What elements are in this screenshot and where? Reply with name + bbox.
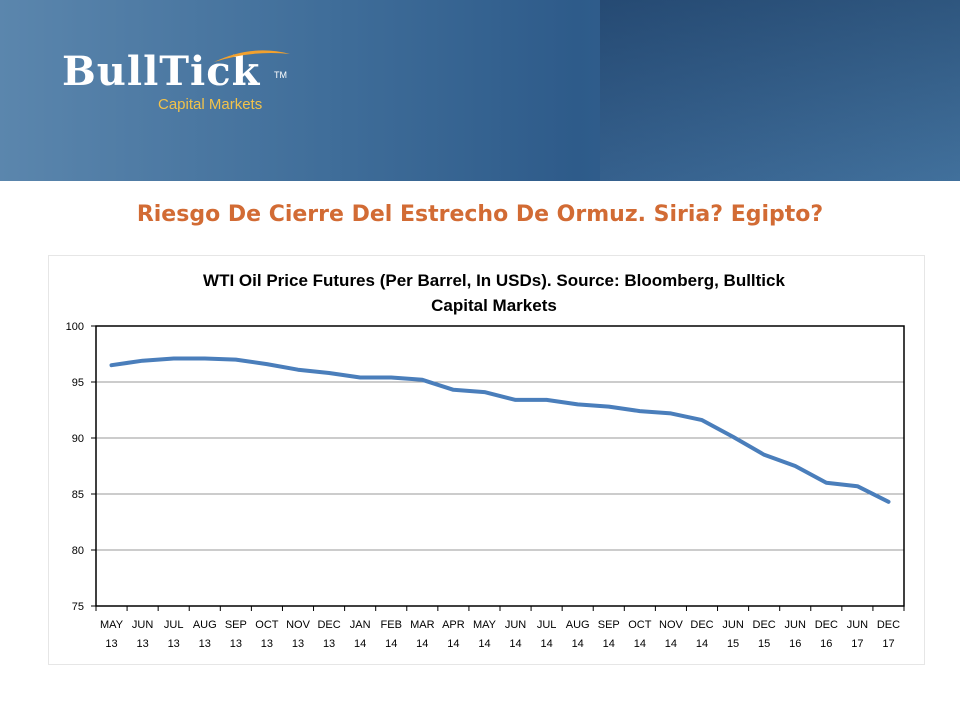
x-tick-label-year: 15 [758,638,770,650]
x-tick-label-year: 16 [820,638,832,650]
x-tick-label-month: SEP [598,619,620,631]
x-tick-label-year: 14 [696,638,708,650]
x-tick-label-year: 14 [665,638,677,650]
x-tick-label-month: OCT [255,619,279,631]
x-tick-label-year: 17 [851,638,863,650]
x-tick-label-month: AUG [193,619,217,631]
logo-subtitle: Capital Markets [158,96,263,113]
y-tick-label: 75 [72,601,84,613]
x-tick-label-year: 13 [105,638,117,650]
x-tick-label-month: JUN [505,619,526,631]
y-tick-label: 90 [72,433,84,445]
x-tick-label-month: FEB [381,619,402,631]
x-tick-label-year: 13 [199,638,211,650]
y-tick-label: 95 [72,377,84,389]
header-banner: BullTick TM Capital Markets [0,0,960,181]
x-tick-label-year: 15 [727,638,739,650]
chart-title-line-2: Capital Markets [431,296,557,315]
x-tick-label-month: SEP [225,619,247,631]
x-tick-label-year: 13 [323,638,335,650]
x-tick-label-month: AUG [566,619,590,631]
x-tick-label-year: 14 [416,638,428,650]
y-tick-label: 80 [72,545,84,557]
x-tick-label-month: JUL [537,619,557,631]
series-line [109,356,891,504]
x-tick-label-month: JUN [847,619,868,631]
x-tick-label-year: 13 [168,638,180,650]
x-tick-label-month: JUL [164,619,184,631]
x-tick-label-month: DEC [815,619,838,631]
x-tick-label-month: MAY [100,619,124,631]
x-tick-label-month: DEC [317,619,340,631]
x-tick-label-year: 14 [447,638,459,650]
x-tick-label-year: 14 [572,638,584,650]
x-tick-label-month: DEC [877,619,900,631]
slide-title: Riesgo De Cierre Del Estrecho De Ormuz. … [136,202,824,227]
x-tick-label-year: 16 [789,638,801,650]
x-tick-label-year: 14 [354,638,366,650]
x-tick-label-year: 13 [230,638,242,650]
x-tick-label-month: JUN [132,619,153,631]
x-tick-label-year: 14 [603,638,615,650]
x-tick-label-month: OCT [628,619,652,631]
x-tick-label-month: MAR [410,619,435,631]
y-tick-label: 85 [72,489,84,501]
x-tick-label-month: NOV [286,619,311,631]
x-tick-label-year: 14 [385,638,397,650]
x-tick-label-month: JUN [785,619,806,631]
y-tick-label: 100 [66,321,84,333]
chart-container: WTI Oil Price Futures (Per Barrel, In US… [48,255,925,665]
plot-area-border [95,325,905,607]
x-tick-label-month: NOV [659,619,684,631]
x-tick-label-month: APR [442,619,465,631]
x-tick-label-year: 13 [261,638,273,650]
banner-photo-shade [600,0,960,181]
x-tick-label-year: 17 [882,638,894,650]
x-tick-label-month: JAN [350,619,371,631]
line-chart: WTI Oil Price Futures (Per Barrel, In US… [66,271,905,650]
x-tick-label-month: MAY [473,619,497,631]
bulltick-logo: BullTick TM Capital Markets [62,50,290,113]
swoosh-icon [214,50,290,62]
logo-trademark: TM [274,70,287,80]
x-tick-label-month: DEC [690,619,713,631]
x-tick-label-year: 14 [540,638,552,650]
x-tick-label-month: JUN [722,619,743,631]
chart-title-line-1: WTI Oil Price Futures (Per Barrel, In US… [203,271,785,290]
x-tick-label-year: 14 [478,638,490,650]
x-tick-label-year: 14 [509,638,521,650]
x-tick-label-year: 13 [292,638,304,650]
x-tick-label-year: 14 [634,638,646,650]
x-tick-label-month: DEC [753,619,776,631]
x-tick-label-year: 13 [136,638,148,650]
